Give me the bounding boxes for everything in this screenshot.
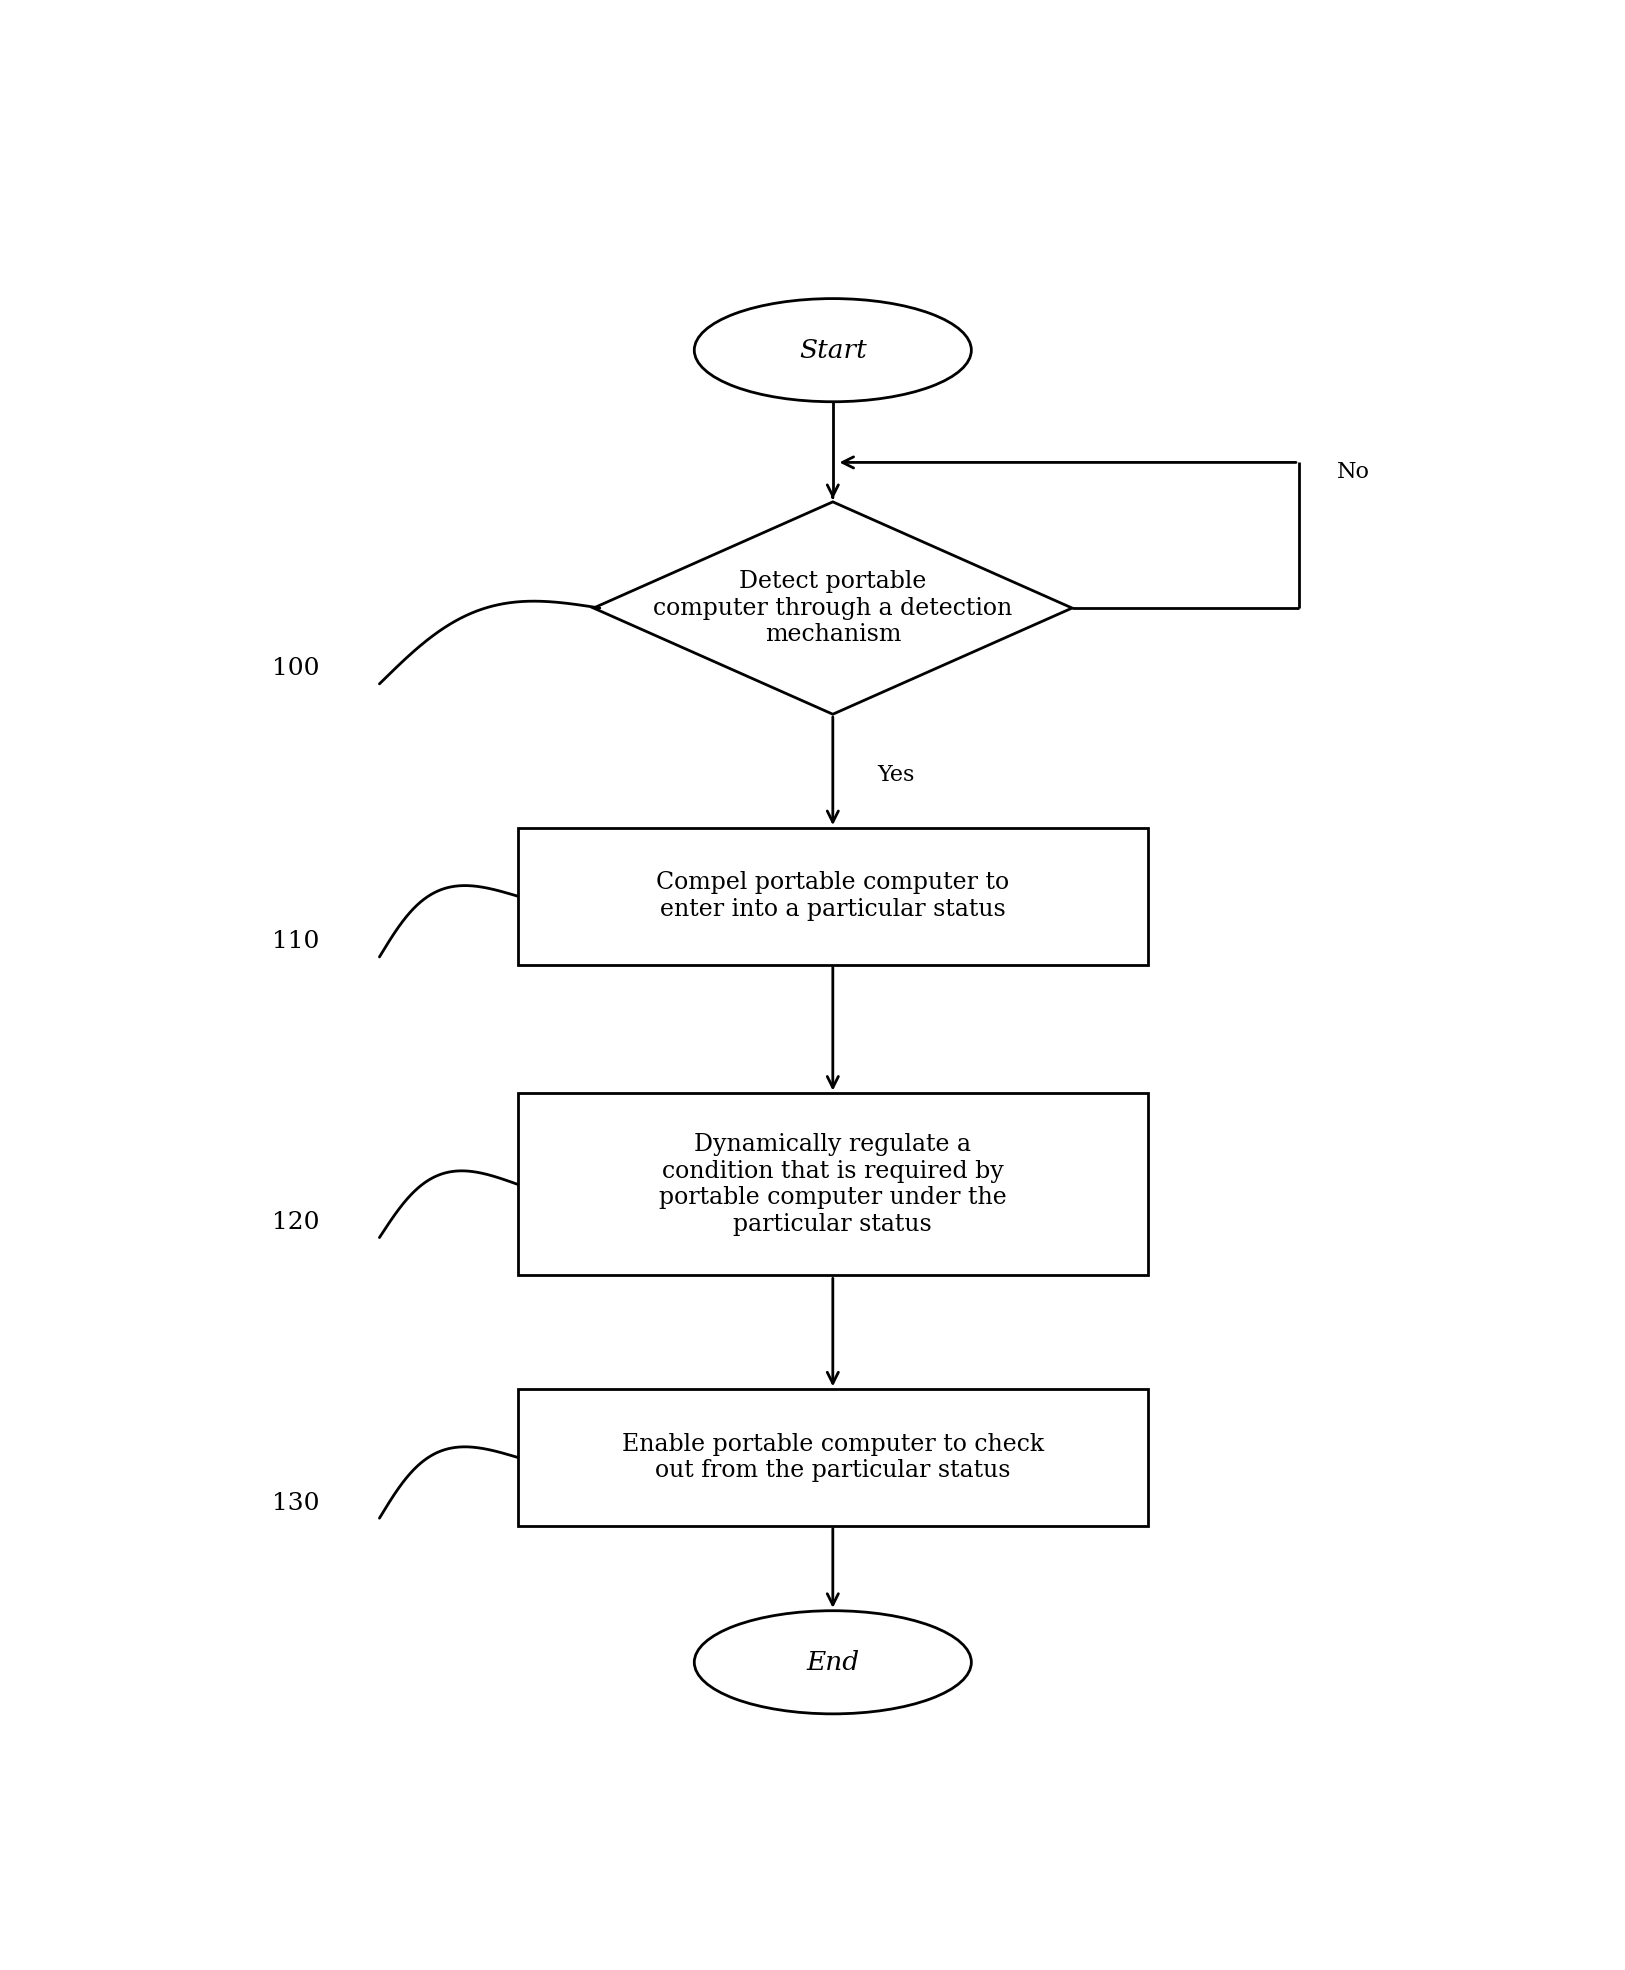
Text: 100: 100: [273, 658, 320, 680]
Text: 130: 130: [273, 1491, 320, 1515]
FancyBboxPatch shape: [518, 1093, 1147, 1275]
Text: Detect portable
computer through a detection
mechanism: Detect portable computer through a detec…: [653, 569, 1012, 646]
Text: No: No: [1336, 461, 1370, 483]
Text: End: End: [806, 1649, 860, 1674]
Text: 120: 120: [273, 1212, 320, 1233]
Polygon shape: [593, 502, 1072, 715]
Text: Dynamically regulate a
condition that is required by
portable computer under the: Dynamically regulate a condition that is…: [660, 1133, 1008, 1235]
Ellipse shape: [694, 1611, 972, 1714]
Text: Compel portable computer to
enter into a particular status: Compel portable computer to enter into a…: [656, 871, 1009, 922]
Text: Yes: Yes: [878, 764, 915, 786]
Text: 110: 110: [273, 930, 320, 953]
Text: Start: Start: [800, 337, 866, 362]
FancyBboxPatch shape: [518, 827, 1147, 965]
FancyBboxPatch shape: [518, 1389, 1147, 1525]
Text: Enable portable computer to check
out from the particular status: Enable portable computer to check out fr…: [622, 1432, 1043, 1481]
Ellipse shape: [694, 299, 972, 402]
